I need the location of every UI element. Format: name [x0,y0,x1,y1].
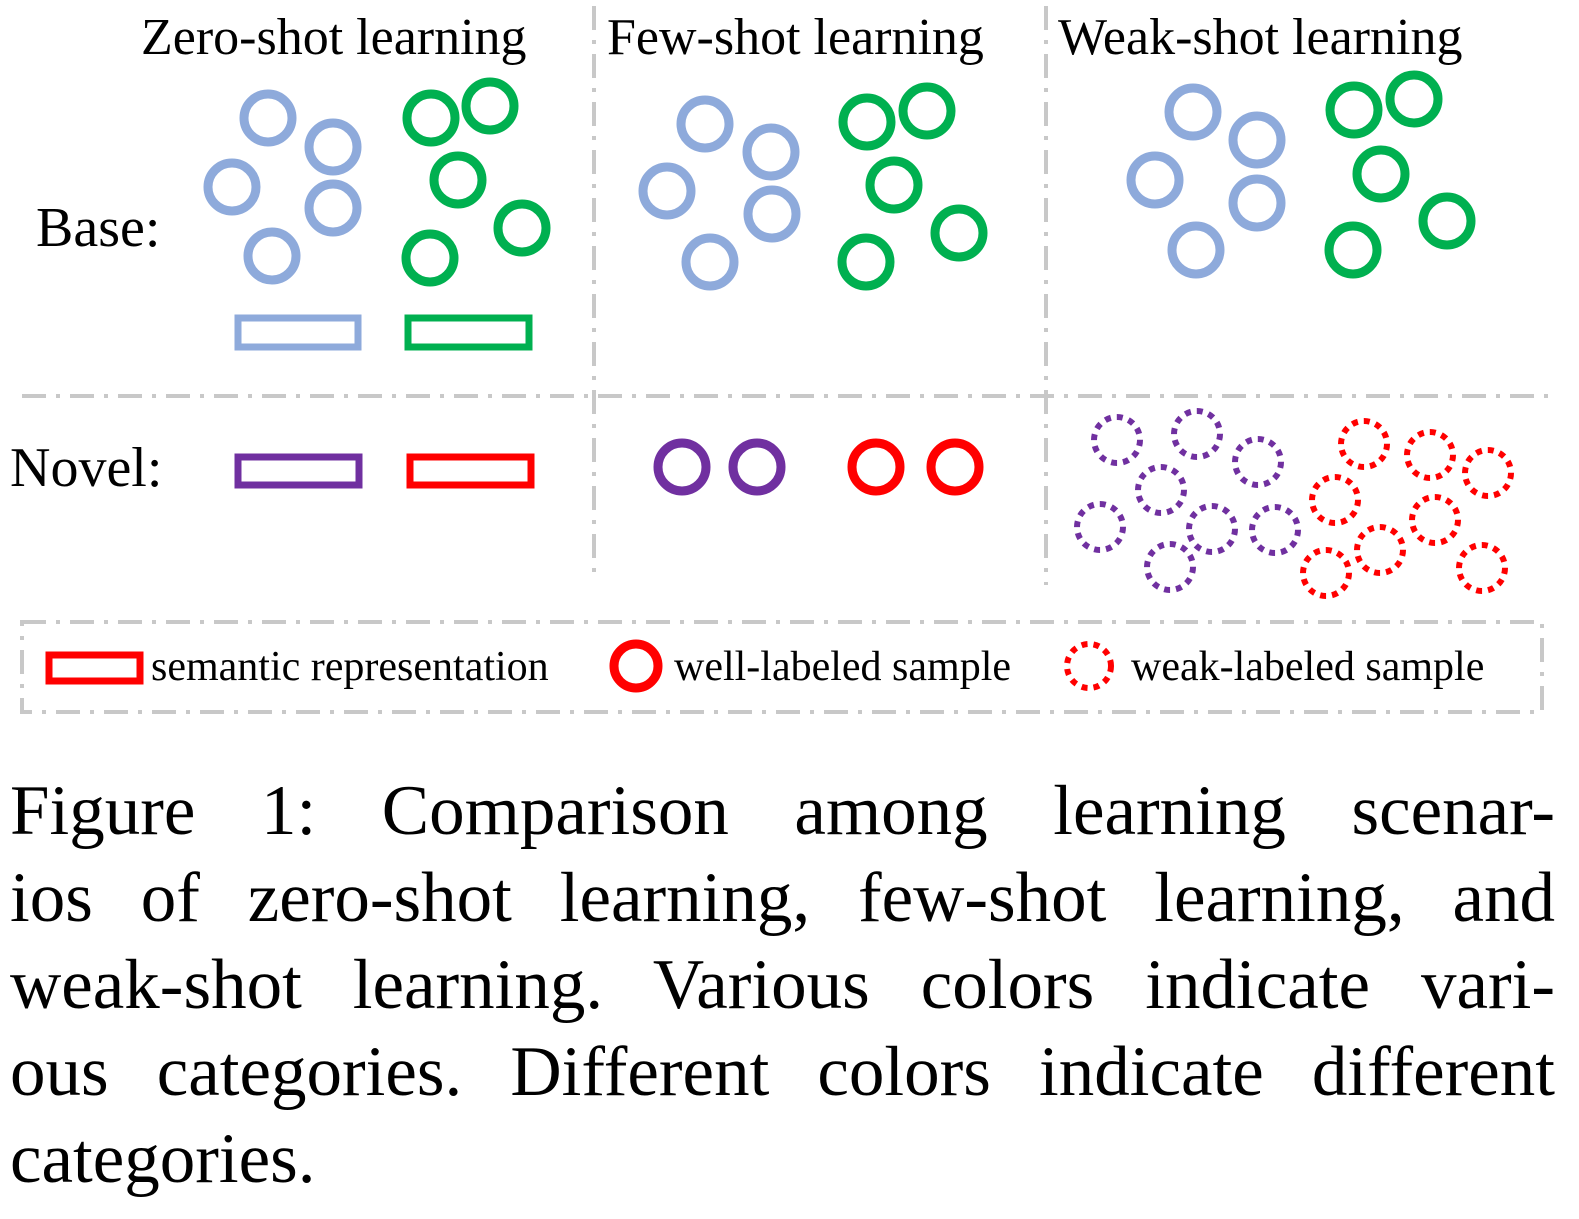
red-weak-sample [1404,429,1456,481]
legend-weak-labeled-label: weak-labeled sample [1131,644,1484,690]
green-sample [865,156,923,214]
weak-shot-base-green-samples [1324,70,1476,279]
red-weak-sample [1354,524,1406,576]
legend-well-labeled-label: well-labeled sample [674,644,1011,690]
green-sample [837,233,895,291]
blue-sample [743,185,801,243]
blue-sample [243,227,301,285]
blue-sample [1126,151,1184,209]
purple-sample [653,438,711,496]
purple-weak-sample [1144,541,1196,593]
red-weak-sample [1456,542,1508,594]
few-shot-base-green-samples [837,82,988,291]
legend-box [20,620,1544,714]
row-label-novel: Novel: [10,437,162,499]
caption-line: ios of zero-shot learning, few-shot lear… [10,859,1555,937]
purple-weak-sample [1186,503,1238,555]
column-title-zero-shot: Zero-shot learning [141,9,527,66]
weak-shot-base-blue-samples [1126,83,1286,279]
purple-weak-sample [1135,464,1187,516]
few-shot-base-blue-samples [638,95,801,291]
green-sample [930,204,988,262]
blue-sample [203,158,261,216]
semantic-representation-green [404,314,533,351]
caption-line: weak-shot learning. Various colors indic… [10,946,1555,1024]
red-weak-sample [1338,418,1390,470]
legend-well-labeled-icon [609,639,663,693]
blue-sample [681,233,739,291]
purple-weak-sample [1232,436,1284,488]
legend-semantic-icon [45,651,144,685]
column-title-weak-shot: Weak-shot learning [1058,9,1462,66]
purple-weak-sample [1171,408,1223,460]
semantic-representation-blue [234,314,362,351]
blue-sample [1228,174,1286,232]
blue-sample [304,118,362,176]
blue-sample [742,123,800,181]
green-sample [1352,145,1410,203]
row-label-base: Base: [36,197,160,259]
weak-shot-novel-purple-samples [1074,408,1301,593]
green-sample [402,89,460,147]
purple-weak-sample [1249,504,1301,556]
zero-shot-base-blue-samples [203,89,362,285]
learning-scenarios-diagram: Zero-shot learning Few-shot learning Wea… [10,6,1555,714]
green-sample [401,229,459,287]
zero-shot-base-green-samples [401,77,551,287]
red-sample [926,438,984,496]
blue-sample [1164,83,1222,141]
green-sample [838,93,896,151]
blue-sample [638,162,696,220]
red-sample [847,438,905,496]
semantic-representation-red [406,453,535,489]
figure-caption: Figure 1: Comparison among learning scen… [10,768,1555,1203]
blue-sample [239,89,297,147]
purple-weak-sample [1074,501,1126,553]
green-sample [1418,192,1476,250]
weak-shot-novel-red-samples [1300,418,1514,599]
few-shot-novel-samples [653,438,984,496]
green-sample [429,151,487,209]
caption-line: categories. [10,1120,316,1198]
green-sample [1324,221,1382,279]
purple-sample [728,438,786,496]
blue-sample [1167,221,1225,279]
grid-dividers [20,6,1555,714]
blue-sample [676,95,734,153]
blue-sample [304,179,362,237]
green-sample [1385,70,1443,128]
red-weak-sample [1409,494,1461,546]
column-title-few-shot: Few-shot learning [607,9,984,66]
semantic-representation-purple [234,453,363,489]
caption-line: ous categories. Different colors indicat… [10,1033,1555,1111]
red-weak-sample [1462,447,1514,499]
legend-semantic-label: semantic representation [151,644,549,690]
green-sample [461,77,519,135]
caption-line: Figure 1: Comparison among learning scen… [10,772,1555,850]
red-weak-sample [1300,547,1352,599]
green-sample [1325,81,1383,139]
blue-sample [1228,111,1286,169]
legend-weak-labeled-icon [1064,641,1114,691]
green-sample [898,82,956,140]
purple-weak-sample [1091,414,1143,466]
red-weak-sample [1309,474,1361,526]
green-sample [493,199,551,257]
